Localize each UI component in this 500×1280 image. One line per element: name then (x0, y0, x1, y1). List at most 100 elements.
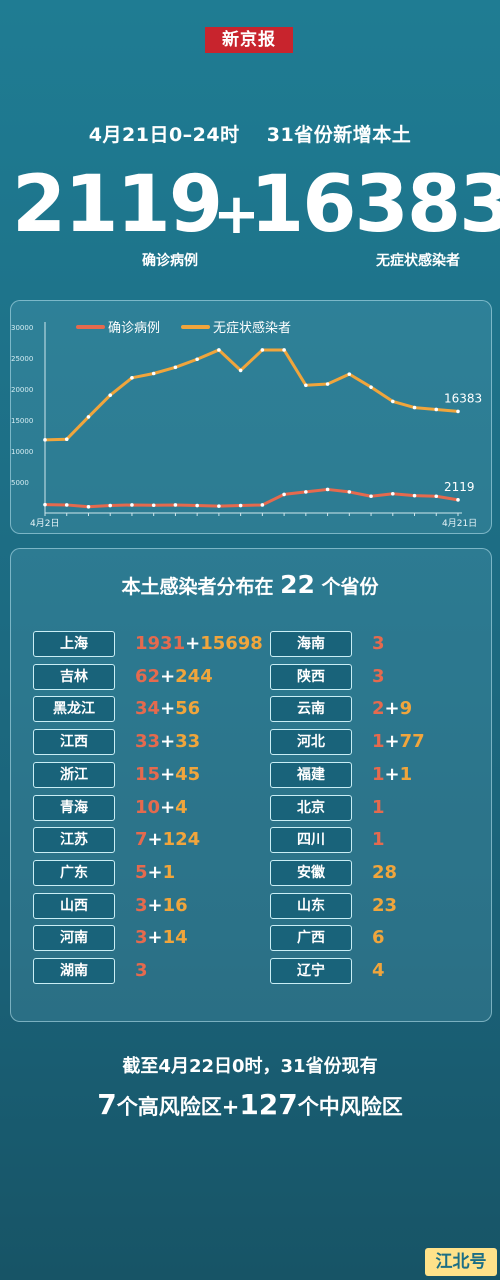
province-name: 福建 (270, 761, 352, 788)
data-point (64, 437, 69, 442)
data-point (64, 503, 69, 507)
y-tick-label: 15000 (11, 417, 33, 425)
data-point (43, 438, 47, 442)
asymptomatic-count: 23 (372, 894, 398, 916)
data-point (195, 503, 199, 508)
confirmed-label: 确诊病例 (142, 253, 198, 269)
mid-risk-count: 127 (239, 1088, 298, 1121)
province-cases: 7+124 (135, 827, 200, 853)
province-count: 22 (280, 570, 315, 599)
data-point (130, 503, 134, 507)
asymptomatic-count: 77 (399, 731, 425, 753)
province-name: 广西 (270, 925, 352, 952)
province-cases: 33+33 (135, 729, 200, 755)
data-point (108, 503, 113, 508)
data-point (260, 348, 265, 352)
asymptomatic-count: 1 (399, 763, 413, 785)
distribution-title-suffix: 个省份 (321, 576, 379, 598)
province-name: 北京 (270, 794, 352, 821)
province-name: 云南 (270, 696, 352, 723)
asymptomatic-count: 14 (162, 927, 188, 949)
distribution-title-prefix: 本土感染者分布在 (121, 576, 274, 598)
plus-sign: + (160, 731, 176, 753)
asymptomatic-count: 33 (175, 731, 201, 753)
plus-sign: + (147, 894, 163, 916)
source-watermark: 江北号 (425, 1248, 497, 1276)
data-point (369, 494, 373, 499)
data-point (390, 491, 395, 496)
confirmed-count: 1 (372, 829, 385, 851)
data-point (347, 490, 352, 494)
y-tick-label: 25000 (11, 355, 33, 363)
legend-label: 无症状感染者 (213, 320, 291, 336)
province-cases: 2+9 (372, 696, 412, 722)
series-line (44, 348, 459, 442)
plus-sign: + (213, 182, 260, 247)
asymptomatic-count: 16 (162, 894, 188, 916)
asymptomatic-count: 244 (175, 665, 213, 687)
plus-sign: + (384, 763, 400, 785)
data-point (456, 409, 460, 414)
date-range: 4月21日0–24时 (88, 124, 240, 146)
province-name: 安徽 (270, 859, 352, 886)
data-point (86, 505, 91, 509)
data-point (369, 385, 373, 389)
province-cases: 3+14 (135, 925, 188, 951)
data-point (304, 490, 308, 494)
data-point (151, 371, 156, 376)
data-point (412, 405, 417, 410)
distribution-title: 本土感染者分布在 22 个省份 (0, 570, 500, 599)
asymptomatic-count: 56 (175, 698, 201, 720)
province-name: 江苏 (33, 827, 115, 854)
province-name: 江西 (33, 729, 115, 756)
header-subtitle: 4月21日0–24时 31省份新增本土 (0, 120, 500, 147)
asymptomatic-count: 45 (175, 763, 201, 785)
data-point (260, 503, 265, 507)
province-name: 广东 (33, 859, 115, 886)
data-point (151, 503, 156, 508)
province-name: 吉林 (33, 663, 115, 690)
trend-chart: 30000 25000 20000 15000 10000 5000 4月2日 4月21日 确诊… (11, 320, 482, 529)
y-tick-label: 30000 (11, 324, 33, 332)
asymptomatic-count: 15698 (200, 633, 263, 654)
y-tick-label: 10000 (11, 448, 33, 456)
confirmed-count: 33 (135, 731, 161, 753)
plus-sign: + (384, 731, 400, 753)
data-point (325, 382, 330, 386)
province-name: 湖南 (33, 958, 115, 984)
data-point (412, 493, 417, 498)
y-tick-label: 5000 (11, 479, 29, 487)
plus-sign: + (160, 796, 176, 818)
province-cases: 5+1 (135, 860, 175, 886)
confirmed-count: 1 (372, 731, 385, 753)
province-cases: 10+4 (135, 795, 188, 821)
asymptomatic-count: 4 (372, 960, 385, 981)
plus-sign: + (147, 927, 163, 949)
data-point (217, 348, 221, 352)
plus-sign: + (185, 633, 201, 654)
footer-line2: 7个高风险区+127个中风险区 (0, 1088, 500, 1121)
mid-risk-text: 个中风险区 (297, 1095, 403, 1119)
province-cases: 34+56 (135, 696, 200, 722)
asymptomatic-count: 6 (372, 927, 385, 949)
asymptomatic-count: 9 (399, 698, 413, 720)
confirmed-count: 34 (135, 698, 161, 720)
data-point (304, 383, 308, 388)
province-name: 上海 (33, 631, 115, 657)
series-end-label: 2119 (444, 480, 475, 494)
confirmed-count: 10 (135, 796, 161, 818)
province-name: 山东 (270, 892, 352, 919)
asymptomatic-count: 124 (162, 829, 201, 851)
province-cases: 28 (372, 860, 397, 886)
province-name: 浙江 (33, 761, 115, 788)
asymptomatic-count: 1 (162, 861, 176, 883)
data-point (173, 365, 178, 370)
province-cases: 4 (372, 958, 385, 984)
province-cases: 1+77 (372, 729, 425, 755)
province-cases: 1 (372, 795, 385, 821)
province-cases: 3 (372, 664, 385, 690)
data-point (282, 348, 286, 352)
confirmed-count: 1 (372, 796, 385, 818)
confirmed-count: 1 (372, 763, 385, 785)
data-point (434, 407, 439, 412)
